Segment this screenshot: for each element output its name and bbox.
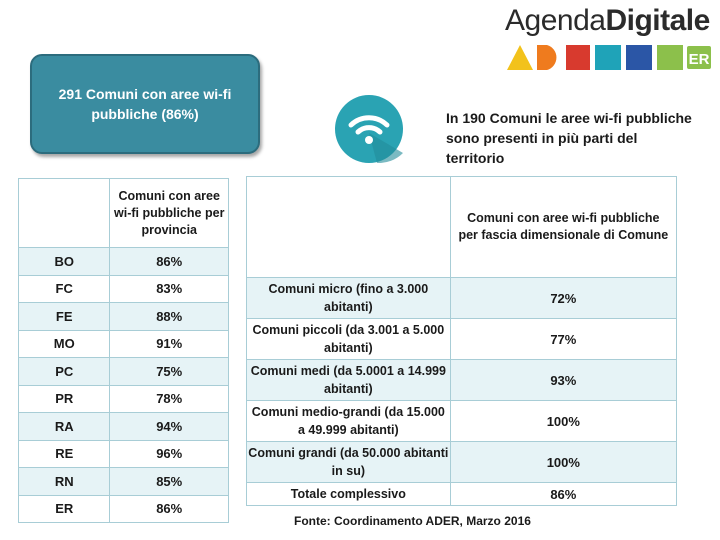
- province-table-header: Comuni con aree wi-fi pubbliche per prov…: [109, 178, 229, 248]
- size-class-value: 72%: [449, 277, 678, 319]
- province-value: 91%: [109, 329, 229, 358]
- table-row: Comuni grandi (da 50.000 abitanti in su)…: [246, 441, 678, 483]
- province-value: 86%: [109, 247, 229, 276]
- size-class-label: Comuni medio-grandi (da 15.000 a 49.999 …: [246, 400, 451, 442]
- ader-logo-marks: ER: [506, 44, 712, 70]
- logo-triangle-yellow: [507, 45, 533, 70]
- table-row: FC 83%: [17, 274, 229, 303]
- table-row: ER 86%: [17, 494, 229, 523]
- province-value: 83%: [109, 274, 229, 303]
- table-row: RN 85%: [17, 467, 229, 496]
- province-label: PR: [17, 384, 111, 413]
- province-label: FC: [17, 274, 111, 303]
- size-class-value: 93%: [449, 359, 678, 401]
- size-table-header: Comuni con aree wi-fi pubbliche per fasc…: [449, 176, 678, 278]
- ader-logo-icon: ER: [507, 45, 711, 70]
- province-value: 86%: [109, 494, 229, 523]
- size-class-value: 100%: [449, 441, 678, 483]
- size-class-value: 77%: [449, 318, 678, 360]
- wifi-icon: [333, 93, 405, 165]
- table-header-row: Comuni con aree wi-fi pubbliche per fasc…: [246, 176, 678, 278]
- province-label: RN: [17, 467, 111, 496]
- source-note: Fonte: Coordinamento ADER, Marzo 2016: [294, 514, 531, 528]
- province-label: MO: [17, 329, 111, 358]
- logo-half-circle-orange: [537, 45, 557, 70]
- logo-text-bold: Digitale: [605, 4, 710, 37]
- province-value: 88%: [109, 302, 229, 331]
- logo-badge-bg: [687, 46, 711, 69]
- size-class-label: Comuni medi (da 5.0001 a 14.999 abitanti…: [246, 359, 451, 401]
- size-class-label: Comuni grandi (da 50.000 abitanti in su): [246, 441, 451, 483]
- province-label: FE: [17, 302, 111, 331]
- province-label: BO: [17, 247, 111, 276]
- summary-callout: 291 Comuni con aree wi-fi pubbliche (86%…: [30, 54, 260, 154]
- logo-text-regular: Agenda: [505, 4, 606, 37]
- province-value: 85%: [109, 467, 229, 496]
- table-row: Comuni medi (da 5.0001 a 14.999 abitanti…: [246, 359, 678, 401]
- province-value: 94%: [109, 412, 229, 441]
- table-header-empty: [246, 176, 451, 278]
- province-label: RE: [17, 439, 111, 468]
- table-row: Comuni piccoli (da 3.001 a 5.000 abitant…: [246, 318, 678, 360]
- province-table: Comuni con aree wi-fi pubbliche per prov…: [17, 178, 229, 523]
- province-label: PC: [17, 357, 111, 386]
- table-row: PR 78%: [17, 384, 229, 413]
- table-row: RA 94%: [17, 412, 229, 441]
- municipality-size-table: Comuni con aree wi-fi pubbliche per fasc…: [246, 176, 678, 506]
- size-class-label: Totale complessivo: [246, 482, 451, 506]
- table-row: RE 96%: [17, 439, 229, 468]
- table-row: MO 91%: [17, 329, 229, 358]
- table-header-row: Comuni con aree wi-fi pubbliche per prov…: [17, 178, 229, 248]
- logo-square-green: [657, 45, 683, 70]
- table-row: BO 86%: [17, 247, 229, 276]
- size-class-value: 86%: [449, 482, 678, 506]
- logo-badge-text: ER: [689, 51, 710, 68]
- size-class-value: 100%: [449, 400, 678, 442]
- province-value: 78%: [109, 384, 229, 413]
- logo-square-blue: [626, 45, 652, 70]
- province-value: 96%: [109, 439, 229, 468]
- table-row: FE 88%: [17, 302, 229, 331]
- table-row: Comuni micro (fino a 3.000 abitanti) 72%: [246, 277, 678, 319]
- table-row-total: Totale complessivo 86%: [246, 482, 678, 506]
- intro-text: In 190 Comuni le aree wi-fi pubbliche so…: [446, 110, 692, 166]
- province-value: 75%: [109, 357, 229, 386]
- summary-callout-text: 291 Comuni con aree wi-fi pubbliche (86%…: [58, 86, 232, 122]
- logo-square-teal: [595, 45, 621, 70]
- table-header-empty: [17, 178, 111, 248]
- province-label: ER: [17, 494, 111, 523]
- province-label: RA: [17, 412, 111, 441]
- size-class-label: Comuni micro (fino a 3.000 abitanti): [246, 277, 451, 319]
- size-class-label: Comuni piccoli (da 3.001 a 5.000 abitant…: [246, 318, 451, 360]
- agenda-digitale-logo: AgendaDigitale: [505, 4, 710, 38]
- table-row: PC 75%: [17, 357, 229, 386]
- table-row: Comuni medio-grandi (da 15.000 a 49.999 …: [246, 400, 678, 442]
- logo-square-red: [566, 45, 590, 70]
